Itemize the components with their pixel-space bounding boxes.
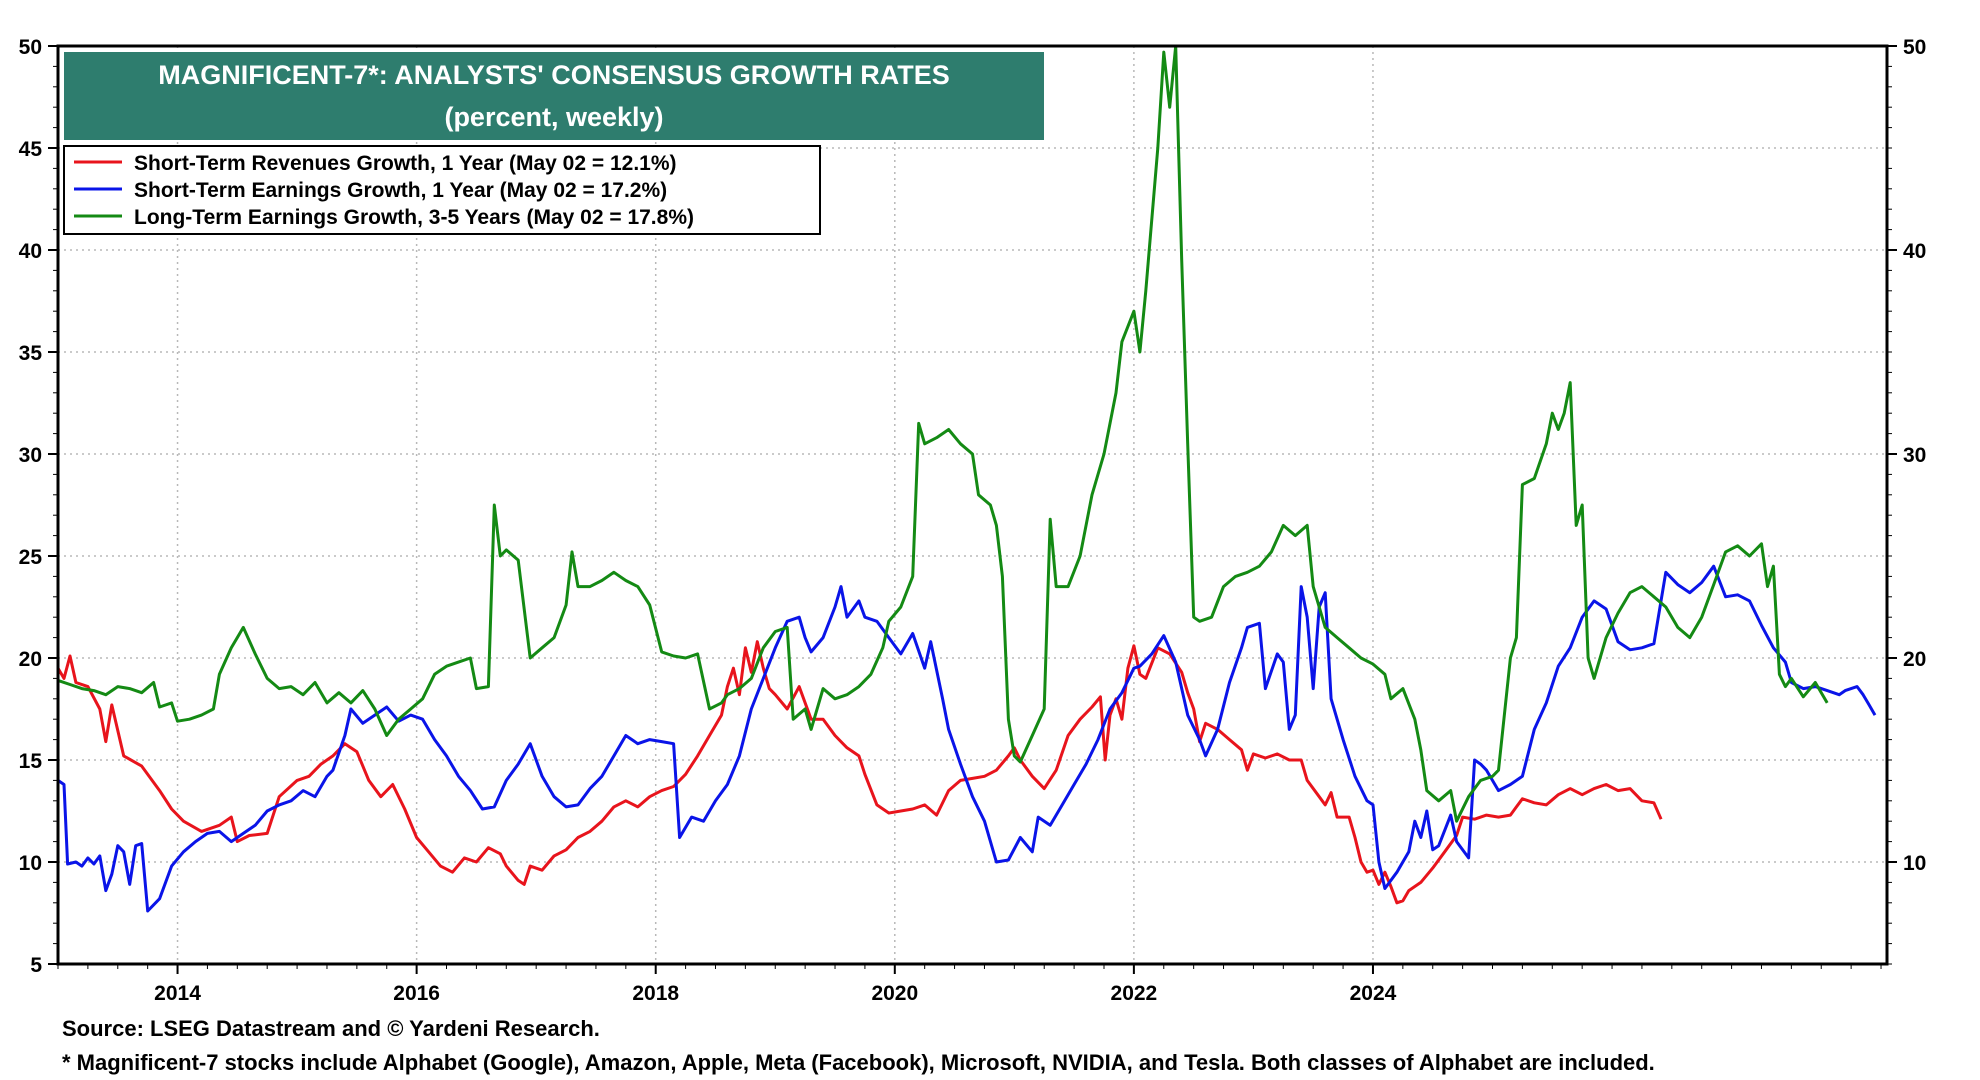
grid-lines [58, 46, 1887, 964]
source-note: Source: LSEG Datastream and © Yardeni Re… [62, 1016, 600, 1041]
y-right-tick-label: 10 [1903, 852, 1926, 875]
x-tick-label: 2020 [871, 982, 918, 1005]
legend: Short-Term Revenues Growth, 1 Year (May … [63, 145, 821, 235]
x-tick-label: 2018 [632, 982, 679, 1005]
earnings-growth-line [57, 564, 1877, 913]
y-left-tick-label: 30 [19, 444, 42, 467]
y-left-tick-label: 15 [19, 750, 43, 773]
footnote: * Magnificent-7 stocks include Alphabet … [62, 1050, 1655, 1075]
left-axis: 5 10 15 20 25 30 35 40 45 50 [19, 36, 58, 977]
x-tick-label: 2016 [393, 982, 440, 1005]
y-left-tick-label: 10 [19, 852, 42, 875]
revenues-growth-line [56, 640, 1663, 905]
y-left-tick-label: 45 [19, 138, 43, 161]
y-left-tick-label: 50 [19, 36, 42, 59]
y-left-tick-label: 40 [19, 240, 42, 263]
y-right-tick-label: 30 [1903, 444, 1926, 467]
legend-label-earnings: Short-Term Earnings Growth, 1 Year (May … [134, 179, 667, 202]
long-term-growth-line [57, 44, 1829, 823]
right-axis: 10 20 30 40 50 [1887, 36, 1926, 965]
y-left-tick-label: 25 [19, 546, 43, 569]
y-right-tick-label: 20 [1903, 648, 1926, 671]
x-tick-label: 2022 [1111, 982, 1158, 1005]
y-right-tick-label: 40 [1903, 240, 1926, 263]
y-left-tick-label: 20 [19, 648, 42, 671]
series-lines [56, 44, 1877, 913]
plot-frame [56, 44, 1889, 966]
legend-label-long-term: Long-Term Earnings Growth, 3-5 Years (Ma… [134, 206, 694, 229]
chart-title: MAGNIFICENT-7*: ANALYSTS' CONSENSUS GROW… [158, 60, 949, 90]
x-tick-label: 2014 [154, 982, 201, 1005]
x-axis: 2014 2016 2018 2020 2022 2024 [57, 964, 1882, 1005]
y-left-tick-label: 5 [30, 954, 42, 977]
title-box: MAGNIFICENT-7*: ANALYSTS' CONSENSUS GROW… [64, 52, 1044, 140]
chart-subtitle: (percent, weekly) [444, 102, 663, 132]
y-right-tick-label: 50 [1903, 36, 1926, 59]
x-tick-label: 2024 [1350, 982, 1397, 1005]
y-left-tick-label: 35 [19, 342, 43, 365]
legend-label-revenues: Short-Term Revenues Growth, 1 Year (May … [134, 152, 677, 175]
